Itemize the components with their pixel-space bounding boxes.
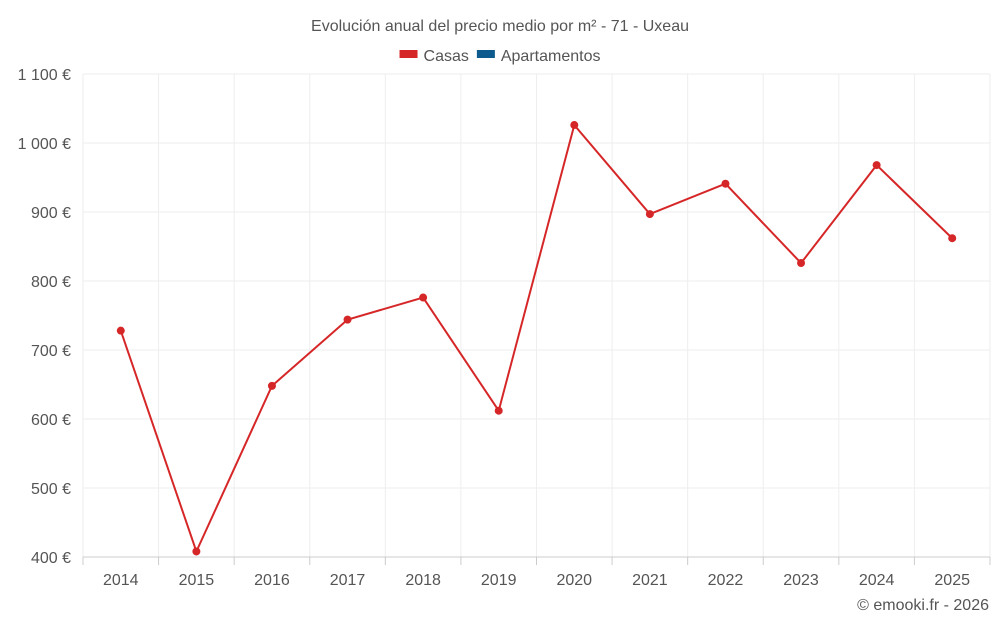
x-tick-label: 2019 — [481, 572, 517, 589]
y-axis: 400 € 500 € 600 € 700 € 800 € 900 € 1 000 € 1 1… — [18, 67, 71, 567]
y-tick-label: 500 € — [31, 481, 71, 498]
x-tick-label: 2018 — [405, 572, 441, 589]
y-tick-label: 600 € — [31, 412, 71, 429]
x-axis: 2014 2015 2016 2017 2018 2019 2020 2021 2022 2023… — [82, 556, 991, 589]
data-point[interactable] — [192, 547, 201, 556]
data-point[interactable] — [872, 161, 881, 170]
credit-text: © emooki.fr - 2026 — [857, 597, 989, 614]
series-line-casas — [119, 122, 953, 555]
y-tick-label: 1 000 € — [18, 136, 71, 153]
legend-swatch — [476, 50, 495, 58]
x-tick-label: 2020 — [556, 572, 592, 589]
chart-legend[interactable]: Casas Apartamentos — [399, 48, 601, 65]
x-tick-label: 2021 — [632, 572, 668, 589]
legend-label: Apartamentos — [501, 48, 601, 65]
plot-area — [116, 121, 957, 556]
data-point[interactable] — [343, 315, 352, 324]
x-tick-label: 2014 — [103, 572, 139, 589]
data-point[interactable] — [419, 293, 428, 302]
x-tick-label: 2024 — [859, 572, 895, 589]
data-point[interactable] — [570, 121, 579, 130]
x-tick-label: 2022 — [708, 572, 744, 589]
y-tick-label: 700 € — [31, 343, 71, 360]
data-point[interactable] — [797, 259, 806, 268]
data-point[interactable] — [116, 326, 125, 335]
x-tick-label: 2016 — [254, 572, 290, 589]
x-tick-label: 2017 — [330, 572, 366, 589]
y-tick-label: 400 € — [31, 550, 71, 567]
x-tick-label: 2025 — [934, 572, 970, 589]
legend-item-casas[interactable]: Casas — [399, 48, 469, 65]
legend-swatch — [399, 50, 418, 58]
data-point[interactable] — [948, 234, 957, 243]
legend-label: Casas — [424, 48, 469, 65]
legend-item-apartamentos[interactable]: Apartamentos — [476, 48, 601, 65]
data-point[interactable] — [645, 210, 654, 219]
x-tick-label: 2015 — [179, 572, 215, 589]
data-point[interactable] — [721, 179, 730, 188]
y-tick-label: 800 € — [31, 274, 71, 291]
chart-title: Evolución anual del precio medio por m² … — [311, 18, 689, 35]
x-tick-label: 2023 — [783, 572, 819, 589]
y-tick-label: 900 € — [31, 205, 71, 222]
y-tick-label: 1 100 € — [18, 67, 71, 84]
grid — [82, 73, 991, 557]
data-point[interactable] — [267, 381, 276, 390]
data-point[interactable] — [494, 406, 503, 415]
